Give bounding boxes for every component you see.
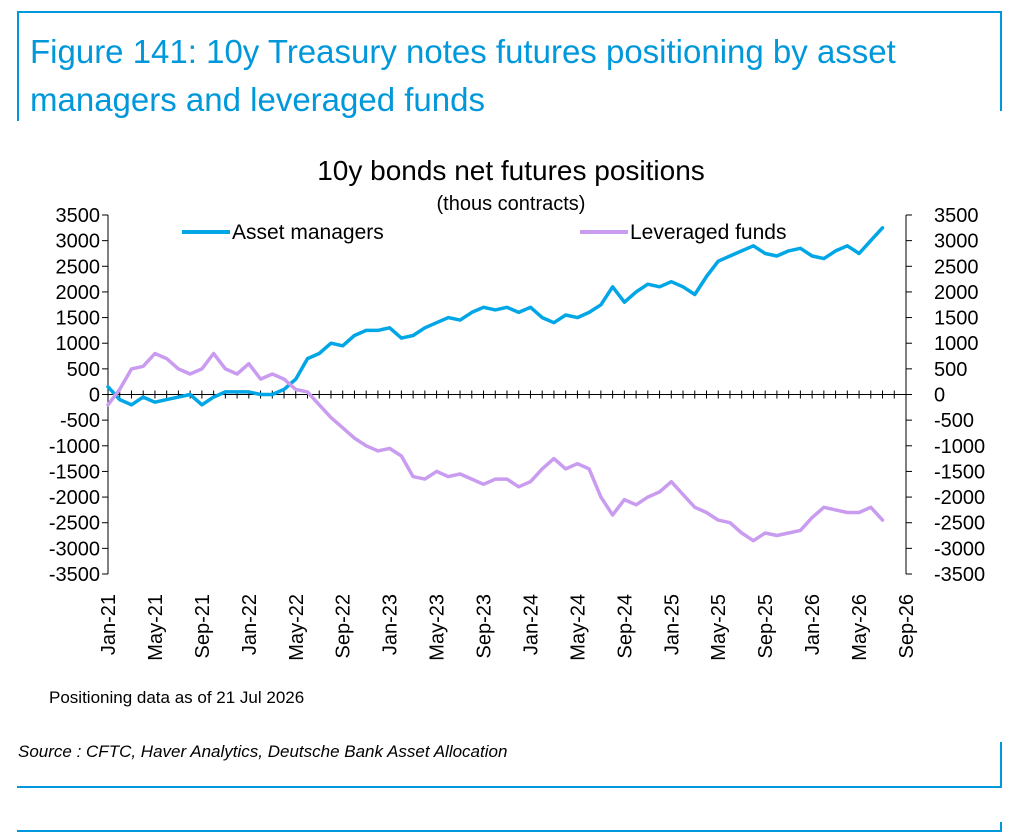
x-tick-label: Jan-25 — [661, 594, 683, 655]
x-tick-label: Jan-26 — [802, 594, 824, 655]
x-tick-label: Jan-24 — [520, 594, 542, 655]
series-line-leveraged-funds — [106, 351, 885, 543]
x-tick-label: Jan-21 — [98, 594, 120, 655]
x-tick-label: Sep-21 — [192, 594, 214, 659]
y-tick-label-left: -1000 — [49, 436, 100, 458]
line-chart: 10y bonds net futures positions (thous c… — [49, 155, 985, 661]
frame-page-right-rule — [1000, 822, 1002, 832]
x-tick-label: May-21 — [145, 594, 167, 661]
y-tick-label-left: -3500 — [49, 564, 100, 586]
frame-right-rule — [1000, 11, 1002, 111]
series-layer — [106, 226, 885, 543]
y-tick-label-left: 1500 — [56, 308, 101, 330]
frame-page-bottom-rule — [17, 830, 1002, 832]
series-line-asset-managers — [106, 226, 885, 407]
y-tick-label-right: 3000 — [934, 231, 979, 253]
y-tick-label-left: -2000 — [49, 487, 100, 509]
x-tick-label: May-24 — [567, 594, 589, 661]
frame-bottom-rule — [17, 786, 1002, 788]
y-tick-label-left: 3500 — [56, 205, 101, 227]
y-tick-label-right: -500 — [934, 410, 974, 432]
x-tick-label: May-23 — [427, 594, 449, 661]
legend-label-leveraged-funds: Leveraged funds — [630, 221, 786, 244]
y-tick-label-right: -1000 — [934, 436, 985, 458]
source-note: Source : CFTC, Haver Analytics, Deutsche… — [18, 742, 508, 761]
x-tick-label: Jan-23 — [380, 594, 402, 655]
y-tick-label-right: -2500 — [934, 513, 985, 535]
chart-title: 10y bonds net futures positions — [317, 155, 705, 186]
chart-axes: 3500 3000 2500 2000 1500 1000 500 0 -500 -1000 -15… — [49, 205, 985, 661]
y-tick-label-left: -3000 — [49, 538, 100, 560]
y-tick-label-right: 2000 — [934, 282, 979, 304]
x-tick-label: May-25 — [708, 594, 730, 661]
x-tick-label: May-26 — [849, 594, 871, 661]
y-tick-label-right: 2500 — [934, 256, 979, 278]
y-tick-label-right: 0 — [934, 385, 945, 407]
frame-right-rule-bottom — [1000, 742, 1002, 788]
x-tick-label: Sep-26 — [896, 594, 918, 659]
chart-subtitle: (thous contracts) — [437, 193, 586, 215]
y-tick-label-left: -500 — [60, 410, 100, 432]
y-tick-label-right: 3500 — [934, 205, 979, 227]
y-tick-label-right: 500 — [934, 359, 967, 381]
legend-label-asset-managers: Asset managers — [232, 221, 384, 244]
chart-legend: Asset managers Leveraged funds — [182, 221, 786, 244]
y-tick-label-right: 1500 — [934, 308, 979, 330]
x-tick-label: Jan-22 — [239, 594, 261, 655]
y-tick-label-left: 0 — [89, 385, 100, 407]
y-tick-label-left: 1000 — [56, 333, 101, 355]
y-tick-label-left: 2000 — [56, 282, 101, 304]
positioning-footnote: Positioning data as of 21 Jul 2026 — [49, 688, 305, 707]
x-tick-label: Sep-25 — [755, 594, 777, 659]
x-tick-label: May-22 — [286, 594, 308, 661]
frame-top-rule — [17, 11, 1002, 13]
figure-title: Figure 141: 10y Treasury notes futures p… — [30, 33, 896, 118]
y-tick-label-right: 1000 — [934, 333, 979, 355]
y-tick-label-right: -3000 — [934, 538, 985, 560]
y-tick-label-left: -2500 — [49, 513, 100, 535]
y-tick-label-left: 3000 — [56, 231, 101, 253]
y-tick-label-right: -1500 — [934, 461, 985, 483]
y-tick-label-left: -1500 — [49, 461, 100, 483]
x-tick-label: Sep-23 — [474, 594, 496, 659]
y-tick-label-right: -2000 — [934, 487, 985, 509]
x-tick-label: Sep-24 — [614, 594, 636, 659]
y-tick-label-right: -3500 — [934, 564, 985, 586]
frame-left-rule — [17, 11, 19, 121]
y-tick-label-left: 2500 — [56, 256, 101, 278]
x-tick-label: Sep-22 — [333, 594, 355, 659]
y-tick-label-left: 500 — [67, 359, 100, 381]
